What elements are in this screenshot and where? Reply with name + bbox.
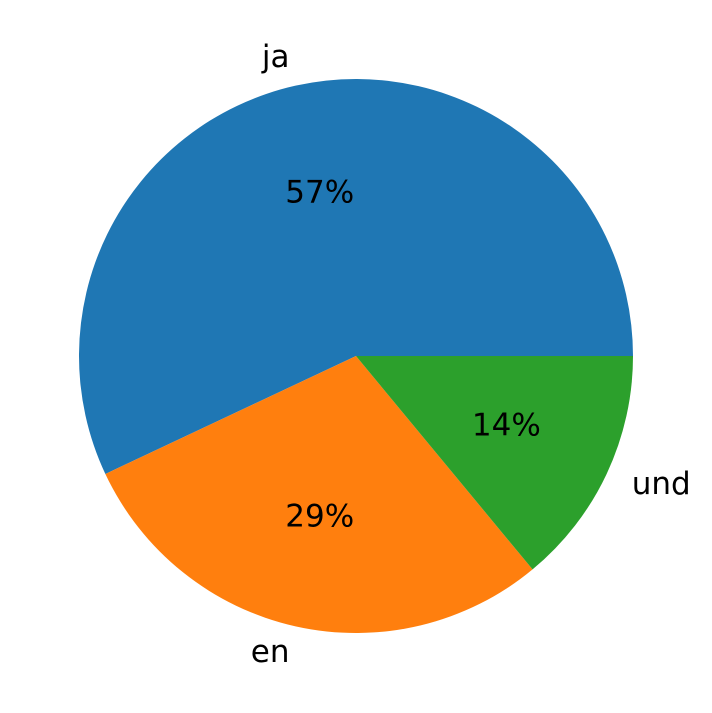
- value-label: 14%: [472, 407, 541, 443]
- pie-slice: [356, 356, 633, 570]
- value-label: 57%: [285, 174, 354, 210]
- slice-label: und: [632, 466, 691, 502]
- slice-label: en: [251, 634, 290, 670]
- value-label: 29%: [285, 499, 354, 535]
- pie-slice: [78, 78, 634, 474]
- pie-slice: [105, 356, 533, 633]
- slice-label: ja: [261, 39, 290, 75]
